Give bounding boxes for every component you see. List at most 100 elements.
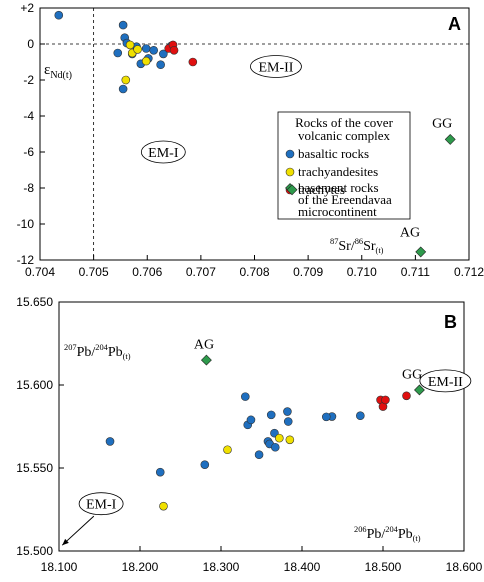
y-tick-label: +2: [20, 1, 34, 15]
x-tick-label: 0.705: [79, 265, 109, 279]
data-point: [283, 407, 292, 416]
data-point: [321, 412, 331, 422]
data-point: [381, 395, 390, 405]
data-point: [125, 40, 135, 50]
x-axis-label: 87Sr/86Sr(t): [330, 237, 384, 255]
x-axis-label: 206Pb/204Pb(t): [354, 525, 421, 543]
x-tick-label: 18.600: [446, 560, 483, 574]
annotation-em-ii: EM-II: [428, 375, 463, 390]
data-point: [200, 460, 210, 469]
legend-title: volcanic complex: [298, 128, 391, 143]
data-point: [266, 410, 276, 420]
data-point: [159, 501, 168, 511]
y-tick-label: -2: [23, 73, 34, 87]
legend-label: trachyandesites: [298, 164, 378, 179]
x-tick-label: 18.400: [284, 560, 321, 574]
data-point: [141, 56, 151, 66]
legend-label: basement rocks: [298, 180, 379, 195]
x-tick-label: 18.300: [203, 560, 240, 574]
x-tick-label: 0.707: [186, 265, 216, 279]
legend-title: Rocks of the cover: [295, 115, 394, 130]
data-point: [444, 133, 456, 145]
annotation-ag: AG: [400, 226, 420, 241]
data-point: [105, 437, 115, 446]
annotation-em-i: EM-I: [86, 498, 117, 513]
y-tick-label: 15.650: [16, 295, 53, 309]
x-tick-label: 0.712: [454, 265, 484, 279]
legend-marker: [285, 149, 295, 159]
data-point: [155, 467, 165, 477]
y-tick-label: 15.500: [16, 544, 53, 558]
y-tick-label: -4: [23, 109, 34, 123]
data-point: [149, 45, 158, 55]
annotation-em-ii-outline: [250, 55, 302, 78]
data-point: [254, 450, 264, 460]
y-axis-label: εNd(t): [44, 62, 72, 81]
arrow-line: [61, 515, 95, 546]
annotation-ag: AG: [194, 337, 214, 352]
data-point: [414, 384, 425, 396]
x-tick-label: 0.709: [293, 265, 323, 279]
annotation-gg: GG: [432, 117, 452, 132]
data-point: [118, 20, 128, 30]
data-point: [54, 10, 64, 20]
data-point: [141, 44, 151, 53]
x-tick-label: 0.710: [347, 265, 377, 279]
annotation-gg: GG: [402, 367, 422, 382]
x-tick-label: 0.711: [401, 265, 430, 279]
data-point: [156, 60, 165, 69]
y-axis-label: 207Pb/204Pb(t): [64, 343, 131, 361]
data-point: [286, 184, 298, 196]
x-tick-label: 0.708: [239, 265, 269, 279]
legend-label: basaltic rocks: [298, 146, 369, 161]
data-point: [133, 45, 142, 54]
x-tick-label: 0.704: [25, 265, 55, 279]
x-tick-label: 0.706: [132, 265, 162, 279]
data-point: [223, 445, 232, 455]
legend-label: microcontinent: [298, 204, 377, 219]
panel-b-letter: B: [444, 312, 457, 332]
data-point: [285, 435, 295, 445]
panel-a-letter: A: [448, 14, 461, 34]
y-tick-label: 15.550: [16, 461, 53, 475]
annotation-em-i-outline: [140, 140, 186, 164]
data-point: [283, 417, 293, 426]
panel-a: A 0.704 0.705 0.706 0.707 0.708 0.709 0.710 0.7…: [17, 1, 484, 279]
data-point: [159, 49, 168, 59]
annotation-em-i-outline: [78, 492, 124, 516]
y-tick-label: 15.600: [16, 378, 53, 392]
y-tick-label: -8: [23, 181, 34, 195]
arrow-head: [62, 538, 69, 546]
data-point: [188, 57, 198, 67]
x-tick-label: 18.100: [41, 560, 78, 574]
data-point: [121, 75, 131, 85]
data-point: [246, 415, 256, 425]
data-point: [118, 84, 128, 94]
data-point: [356, 411, 365, 421]
data-point: [200, 354, 212, 366]
legend-label: trachytes: [298, 182, 345, 197]
x-tick-label: 18.500: [365, 560, 402, 574]
y-tick-label: 0: [27, 37, 34, 51]
data-point: [415, 246, 427, 258]
x-tick-label: 18.200: [122, 560, 159, 574]
data-point: [402, 391, 411, 401]
data-point: [270, 442, 280, 452]
legend-marker: [285, 167, 295, 177]
legend-label: of the Ereendavaa: [298, 192, 392, 207]
y-tick-label: -10: [17, 217, 35, 231]
panel-b: B 18.100 18.200 18.300 18.400 18.500 18.600 15…: [16, 295, 482, 574]
annotation-em-ii: EM-II: [258, 61, 293, 76]
data-point: [113, 48, 123, 58]
panel-b-frame: [58, 301, 465, 552]
data-point: [275, 433, 284, 443]
y-tick-label: -6: [23, 145, 34, 159]
annotation-em-i: EM-I: [148, 146, 179, 161]
data-point: [241, 392, 250, 401]
y-tick-label: -12: [17, 253, 35, 267]
data-point: [169, 45, 179, 55]
annotation-em-ii-outline: [419, 369, 472, 393]
legend-box: [277, 111, 411, 220]
